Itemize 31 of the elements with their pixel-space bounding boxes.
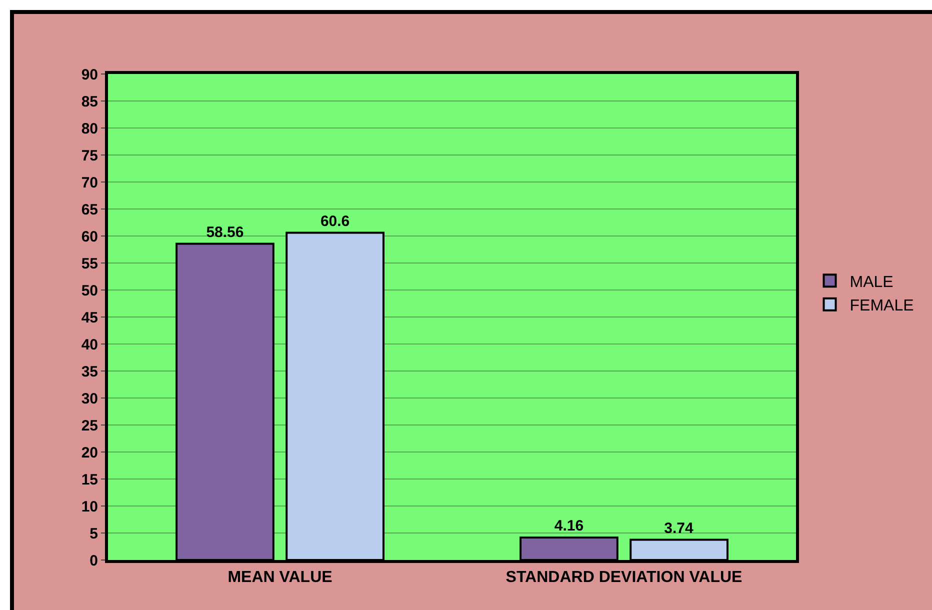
- legend-label: MALE: [850, 274, 894, 291]
- data-label: 60.6: [320, 212, 350, 230]
- x-tick-label: MEAN VALUE: [228, 569, 333, 586]
- bar: [630, 538, 728, 560]
- bar: [176, 242, 274, 560]
- y-tick-label: 25: [81, 417, 98, 434]
- legend-label: FEMALE: [850, 298, 914, 315]
- y-tick-label: 65: [81, 201, 98, 218]
- data-label: 58.56: [206, 224, 244, 241]
- y-tick-label: 70: [81, 174, 98, 192]
- y-tick-label: 50: [81, 282, 98, 300]
- y-tick-label: 5: [90, 525, 98, 542]
- x-tick-label: STANDARD DEVIATION VALUE: [506, 569, 743, 586]
- y-tick-label: 55: [81, 255, 98, 272]
- y-tick-label: 85: [81, 93, 98, 110]
- y-tick-label: 0: [90, 552, 98, 570]
- y-tick-label: 15: [81, 471, 98, 488]
- y-tick-label: 90: [81, 66, 98, 84]
- y-tick-label: 35: [81, 363, 98, 380]
- data-label: 4.16: [554, 518, 584, 535]
- y-tick-label: 30: [81, 390, 98, 408]
- bar: [520, 536, 618, 560]
- y-tick-label: 75: [81, 147, 98, 164]
- y-tick-label: 60: [81, 228, 98, 246]
- y-tick-label: 20: [81, 444, 98, 462]
- y-tick-label: 10: [81, 498, 98, 516]
- data-label: 3.74: [664, 520, 694, 537]
- y-tick-label: 45: [81, 309, 98, 326]
- bar: [286, 232, 384, 560]
- y-tick-label: 40: [81, 336, 98, 354]
- y-tick-label: 80: [81, 120, 98, 138]
